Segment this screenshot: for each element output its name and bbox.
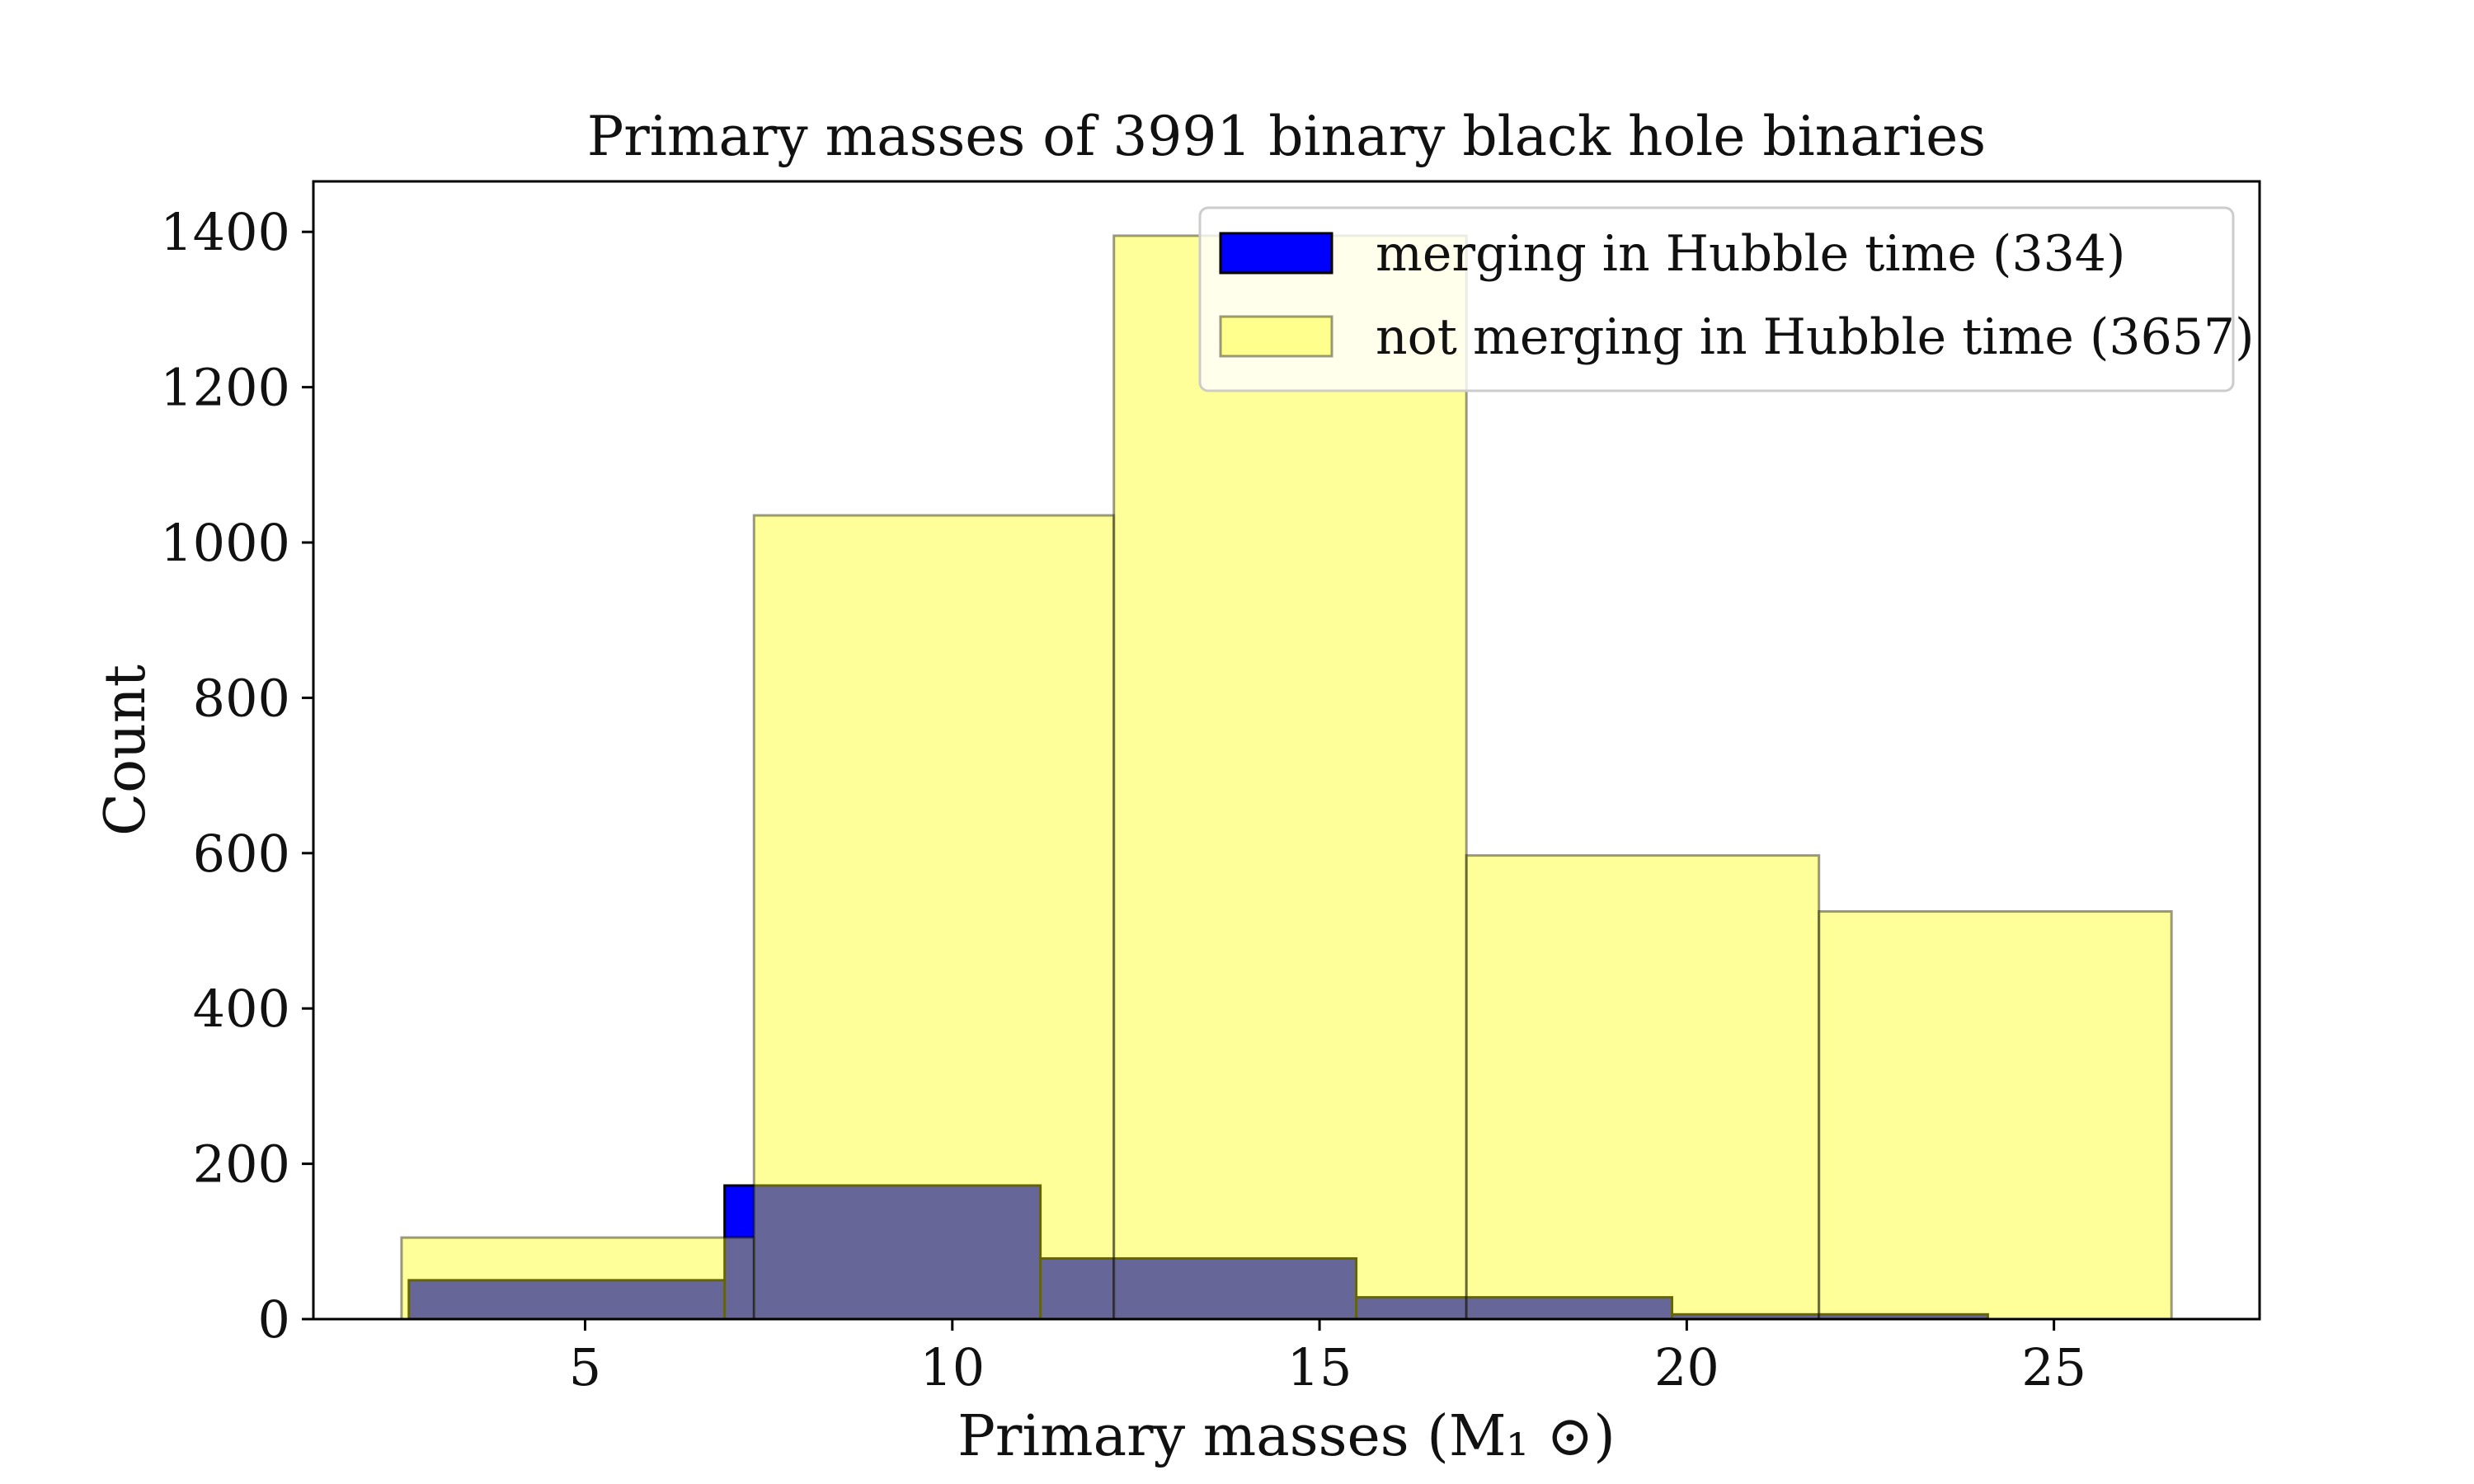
y-tick-label: 1400 xyxy=(160,202,290,262)
y-tick-label: 600 xyxy=(193,824,290,884)
y-tick-label: 400 xyxy=(193,979,290,1039)
legend-label-merging: merging in Hubble time (334) xyxy=(1376,225,2125,283)
x-tick-label: 20 xyxy=(1654,1337,1719,1397)
bar-not-merging-4 xyxy=(1818,910,2173,1321)
y-axis-label: Count xyxy=(93,665,158,836)
axis-ticks: 5 10 15 20 25 0 200 400 600 800 1000 1200 1400 xyxy=(160,202,2086,1397)
bar-merging-1 xyxy=(723,1184,1042,1321)
y-tick-label: 1000 xyxy=(160,513,290,573)
legend-box xyxy=(1198,206,2235,392)
y-tick-label: 1200 xyxy=(160,358,290,418)
legend: merging in Hubble time (334) not merging… xyxy=(1198,206,2255,392)
bar-not-merging-2 xyxy=(1112,234,1468,1321)
bar-merging-3 xyxy=(1355,1296,1673,1321)
plot-frame xyxy=(312,180,2261,1321)
y-tick-label: 800 xyxy=(193,668,290,728)
x-tick-label: 15 xyxy=(1287,1337,1352,1397)
x-tick-label: 5 xyxy=(569,1337,601,1397)
y-tick-label: 200 xyxy=(193,1134,290,1195)
legend-swatch-merging xyxy=(1219,232,1333,275)
x-tick-label: 10 xyxy=(920,1337,985,1397)
legend-label-not-merging: not merging in Hubble time (3657) xyxy=(1376,308,2255,366)
bar-merging-0 xyxy=(407,1279,727,1321)
legend-swatch-not-merging xyxy=(1219,315,1333,358)
bar-not-merging-3 xyxy=(1465,854,1821,1321)
x-tick-label: 25 xyxy=(2021,1337,2086,1397)
chart-title: Primary masses of 3991 binary black hole… xyxy=(587,105,1986,168)
bar-not-merging-1 xyxy=(752,514,1116,1321)
bar-not-merging-0 xyxy=(400,1236,755,1321)
bars-layer xyxy=(400,234,2173,1321)
y-tick-label: 0 xyxy=(258,1289,290,1350)
x-axis-label: Primary masses (M₁ ⊙) xyxy=(957,1404,1616,1469)
